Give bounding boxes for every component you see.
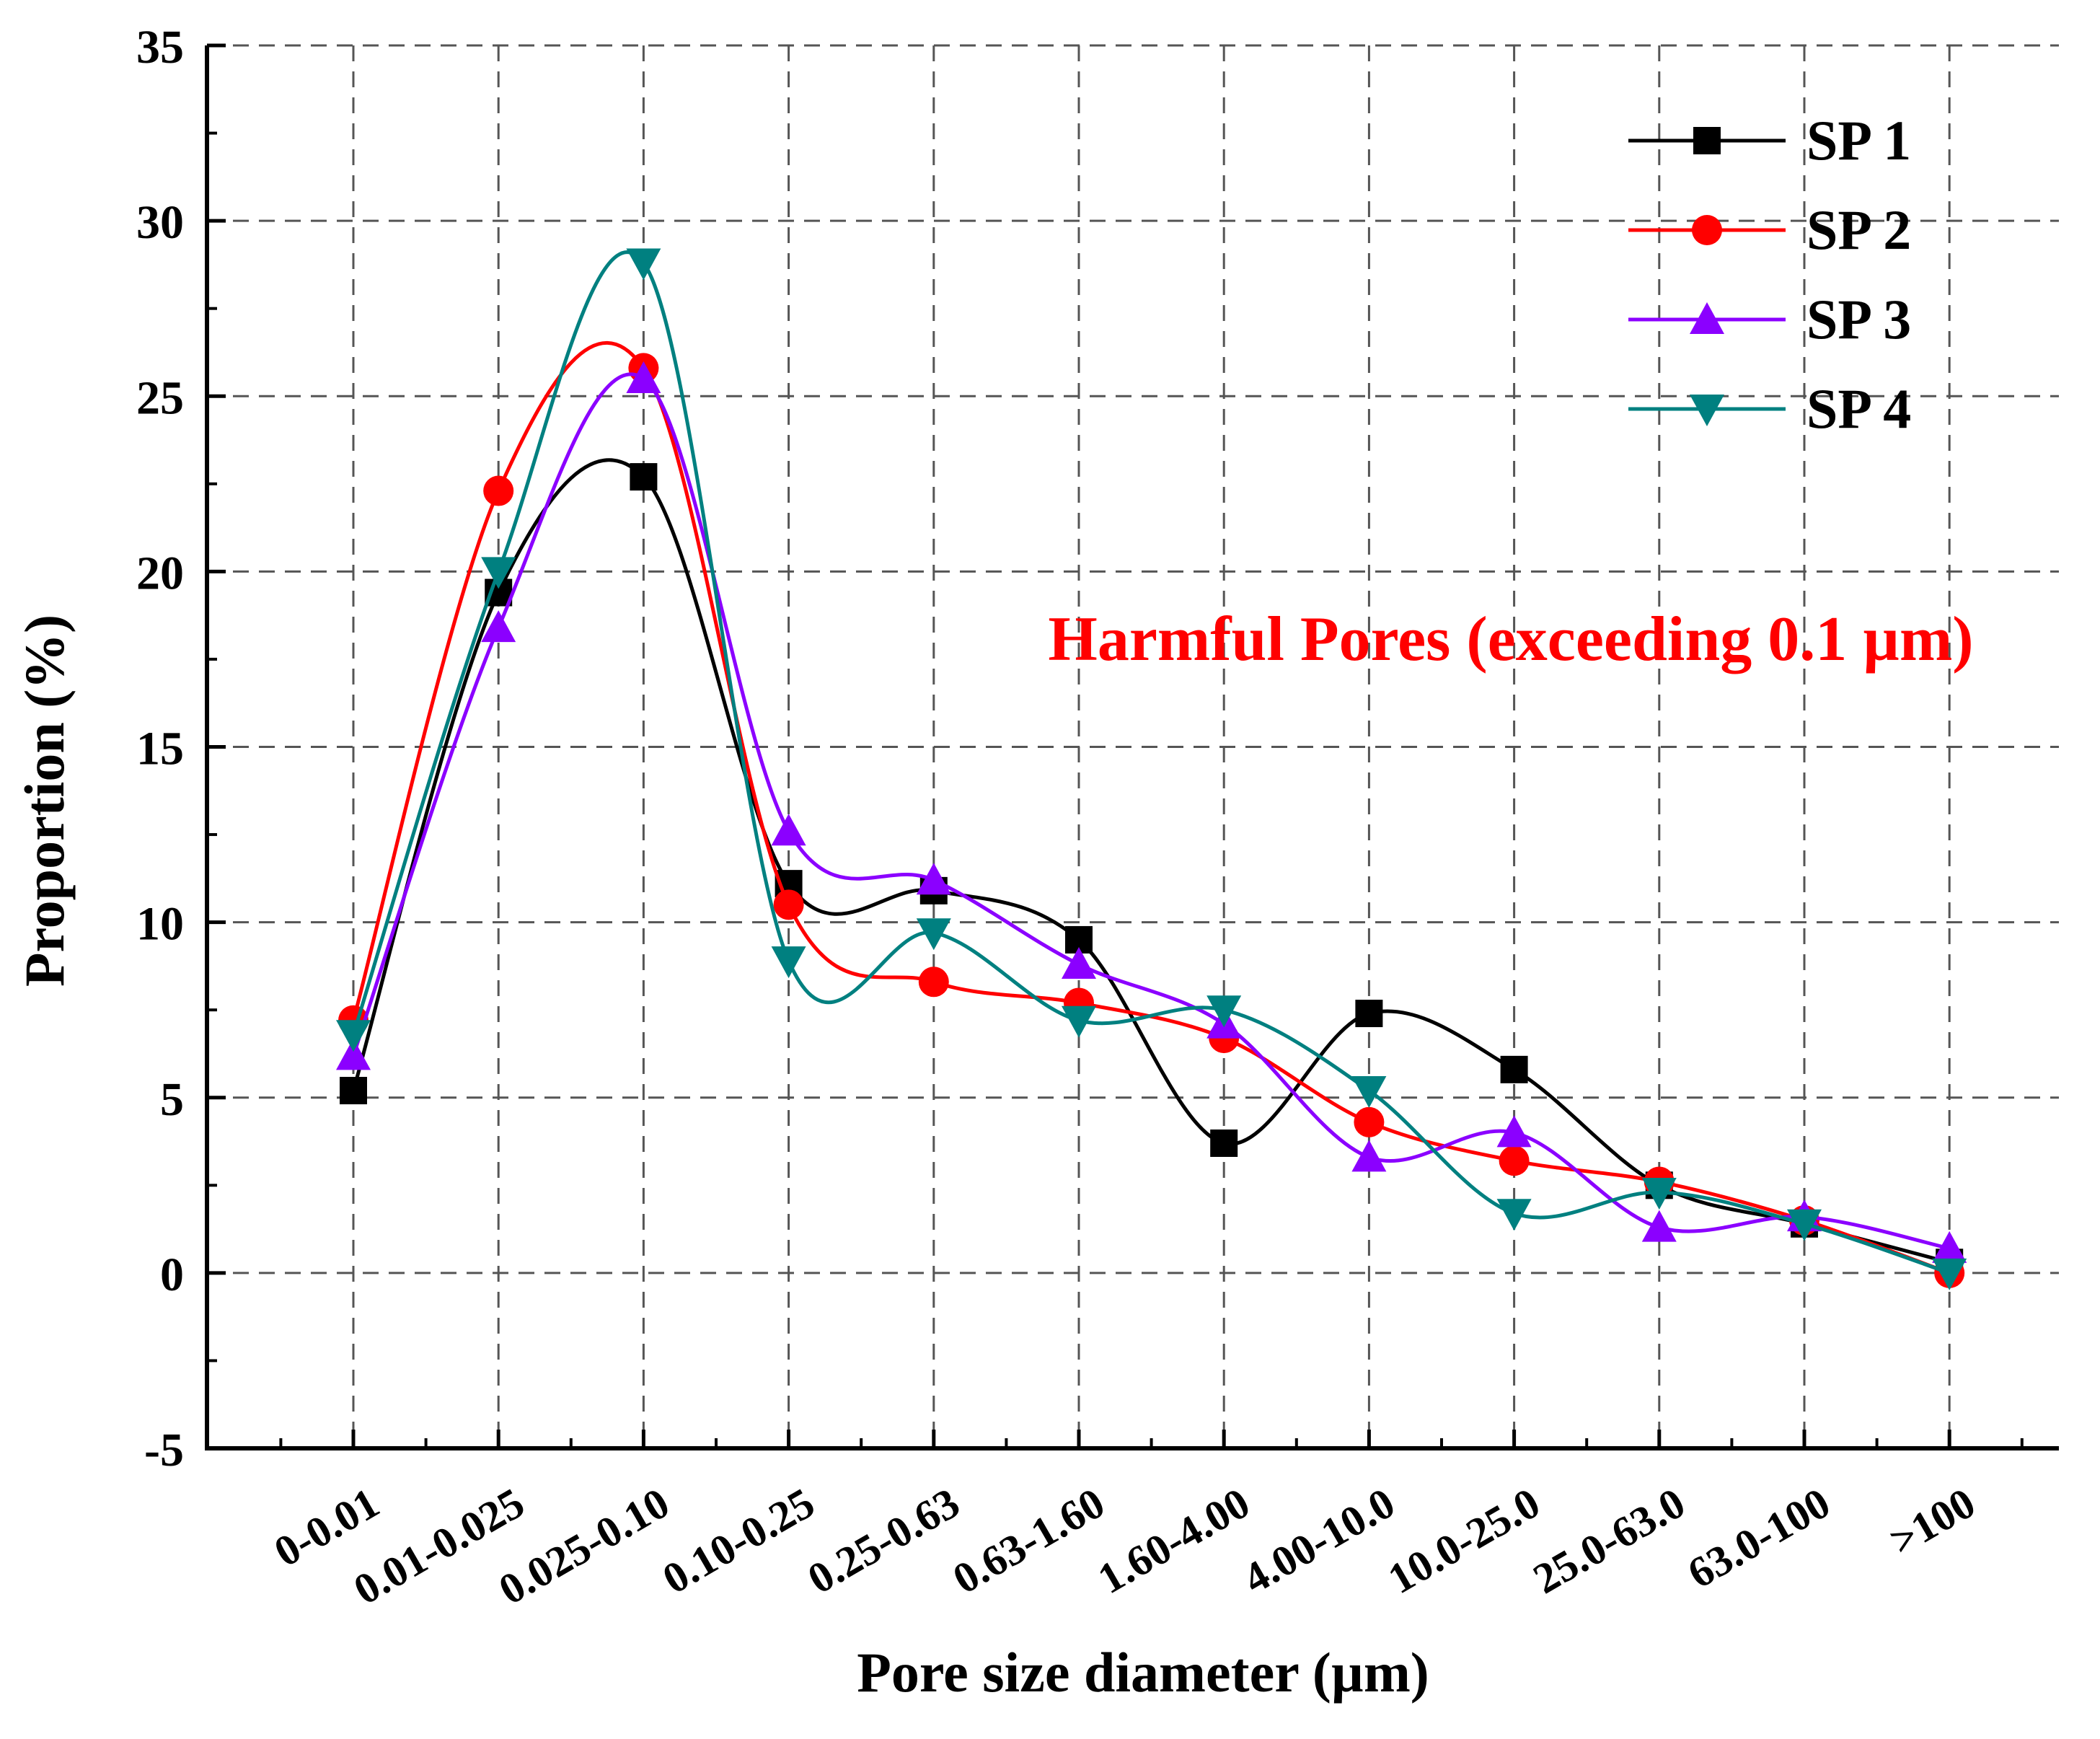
y-tick-label: 5	[160, 1073, 184, 1126]
y-tick-label: 0	[160, 1249, 184, 1301]
data-point-sp-3	[916, 863, 951, 895]
data-point-sp-2	[1354, 1106, 1385, 1137]
series-sp-2	[338, 341, 1965, 1288]
series	[336, 248, 1967, 1290]
y-tick-label: 15	[136, 723, 184, 775]
data-point-sp-2	[773, 889, 804, 920]
y-tick-label: -5	[144, 1424, 184, 1476]
x-axis-label: Pore size diameter (µm)	[857, 1641, 1429, 1704]
legend-swatch-marker	[1692, 215, 1722, 245]
x-tick-label: 4.00-10.0	[1235, 1479, 1403, 1603]
data-point-sp-4	[916, 918, 951, 951]
y-axis-label: Proportion (%)	[13, 615, 76, 987]
series-sp-3	[336, 361, 1967, 1263]
data-point-sp-3	[626, 361, 661, 393]
data-point-sp-2	[483, 475, 514, 506]
data-point-sp-4	[1641, 1178, 1677, 1210]
x-tick-label: 25.0-63.0	[1525, 1479, 1693, 1603]
legend-swatch-marker	[1690, 395, 1724, 426]
harmful-pores-annotation: Harmful Pores (exceeding 0.1 µm)	[1048, 604, 1973, 674]
data-point-sp-4	[1932, 1258, 1967, 1290]
grid	[207, 44, 2059, 1448]
data-point-sp-4	[1496, 1199, 1532, 1231]
legend-label: SP 1	[1806, 109, 1911, 172]
y-tick-label: 25	[136, 371, 184, 424]
data-point-sp-1	[1500, 1055, 1528, 1083]
data-point-sp-3	[1062, 946, 1096, 979]
data-point-sp-3	[771, 814, 806, 846]
data-point-sp-1	[630, 463, 658, 491]
data-point-sp-1	[1210, 1129, 1238, 1157]
data-point-sp-4	[771, 946, 806, 979]
series-line-sp-4	[351, 250, 1951, 1275]
series-sp-1	[340, 458, 1964, 1277]
legend-label: SP 3	[1806, 288, 1911, 351]
y-tick-label: 30	[136, 196, 184, 249]
data-point-sp-4	[1062, 1005, 1096, 1038]
y-tick-label: 20	[136, 547, 184, 599]
legend-item-sp-1: SP 1	[1628, 109, 1911, 172]
data-point-sp-3	[336, 1038, 371, 1070]
y-tick-label: 35	[136, 21, 184, 74]
data-point-sp-4	[1206, 995, 1242, 1028]
series-line-sp-1	[351, 458, 1950, 1264]
data-point-sp-4	[336, 1020, 371, 1052]
legend-item-sp-4: SP 4	[1628, 377, 1911, 440]
legend-swatch-marker	[1690, 302, 1724, 334]
x-tick-label: 0.63-1.60	[945, 1479, 1112, 1603]
data-point-sp-3	[1641, 1210, 1677, 1242]
data-point-sp-4	[1787, 1209, 1822, 1241]
data-point-sp-3	[1496, 1115, 1532, 1148]
x-tick-label: 0.25-0.63	[800, 1479, 967, 1603]
x-tick-label: 1.60-4.00	[1090, 1479, 1258, 1603]
x-tick-label: 63.0-100	[1680, 1479, 1838, 1598]
x-tick-label: >100	[1881, 1479, 1983, 1564]
y-tick-label: 10	[136, 898, 184, 951]
legend-label: SP 4	[1806, 377, 1911, 440]
data-point-sp-2	[918, 967, 949, 998]
data-point-sp-4	[1351, 1076, 1387, 1109]
legend: SP 1 SP 2 SP 3 SP 4	[1628, 109, 1911, 440]
legend-item-sp-3: SP 3	[1628, 288, 1911, 351]
legend-label: SP 2	[1806, 198, 1911, 261]
data-point-sp-1	[340, 1077, 367, 1105]
data-point-sp-4	[626, 248, 661, 281]
data-point-sp-3	[1351, 1140, 1387, 1172]
series-line-sp-2	[351, 341, 1951, 1275]
data-point-sp-3	[481, 610, 516, 643]
x-tick-label: 10.0-25.0	[1380, 1479, 1548, 1603]
legend-swatch-marker	[1693, 127, 1721, 154]
data-point-sp-2	[1499, 1145, 1530, 1176]
legend-item-sp-2: SP 2	[1628, 198, 1911, 261]
series-sp-4	[336, 248, 1967, 1290]
data-point-sp-4	[481, 557, 516, 589]
data-point-sp-3	[1932, 1230, 1967, 1263]
x-tick-label: 0.10-0.25	[655, 1479, 822, 1603]
data-point-sp-1	[1355, 1000, 1383, 1028]
series-line-sp-3	[351, 372, 1950, 1251]
